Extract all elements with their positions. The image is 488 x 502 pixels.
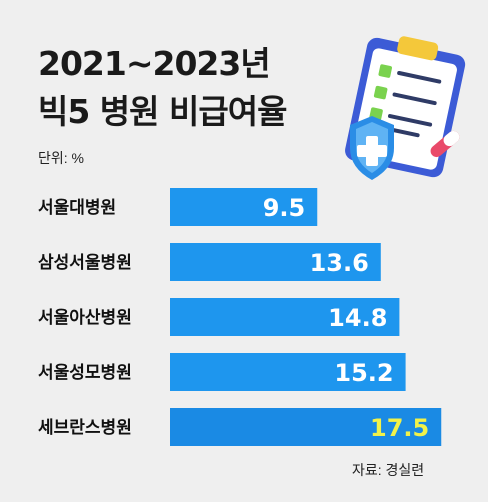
value-label-4: 17.5 <box>370 414 429 442</box>
title-line-1: 2021~2023년 <box>38 44 271 83</box>
clipboard-checklist-shield-icon <box>345 36 466 180</box>
bar-1 <box>170 243 381 281</box>
value-label-2: 14.8 <box>328 304 387 332</box>
category-label-2: 서울아산병원 <box>38 308 132 327</box>
value-label-1: 13.6 <box>310 249 369 277</box>
unit-label: 단위: % <box>38 150 84 166</box>
value-label-0: 9.5 <box>263 194 306 222</box>
category-label-3: 서울성모병원 <box>38 363 132 382</box>
source-label: 자료: 경실련 <box>352 462 425 478</box>
category-label-0: 서울대병원 <box>38 198 116 217</box>
value-label-3: 15.2 <box>334 359 393 387</box>
bar-0 <box>170 188 318 226</box>
bar-2 <box>170 298 400 336</box>
category-label-1: 삼성서울병원 <box>38 253 132 272</box>
category-label-4: 세브란스병원 <box>38 418 132 437</box>
bar-3 <box>170 353 406 391</box>
title-line-2: 빅5 병원 비급여율 <box>38 92 287 131</box>
bar-4 <box>170 408 442 446</box>
